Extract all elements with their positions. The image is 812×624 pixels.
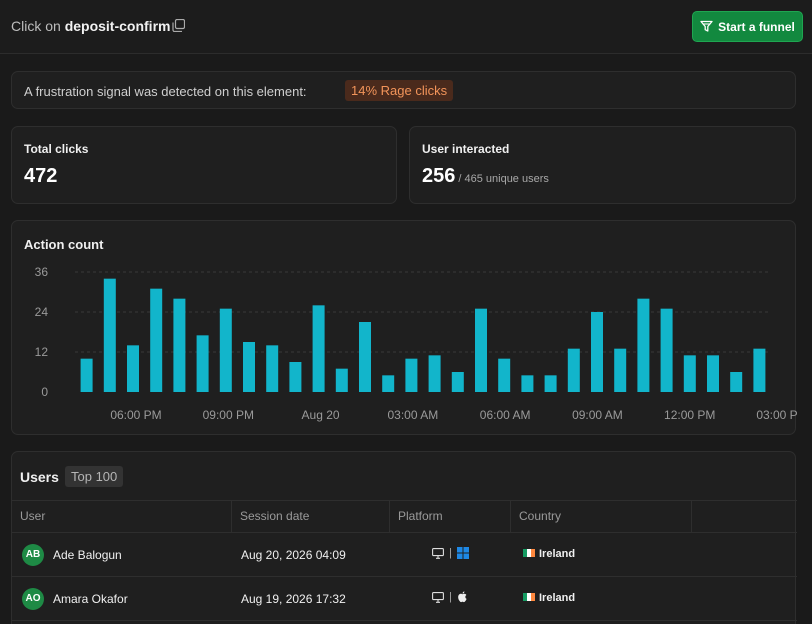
bar xyxy=(243,342,255,392)
session-date: Aug 20, 2026 04:09 xyxy=(241,548,346,562)
users-interacted-stat: 256/ 465 unique users xyxy=(422,165,549,188)
action-count-card: Action count 36 24 12 0 06:00 PM 09:00 PM Aug … xyxy=(11,220,797,435)
desktop-icon xyxy=(432,591,444,603)
page-title: Click on deposit-confirm xyxy=(11,18,170,34)
table-header: User Session date Platform Country xyxy=(12,500,797,533)
col-session-date[interactable]: Session date xyxy=(232,501,390,532)
bar xyxy=(451,372,464,392)
start-funnel-button[interactable]: Start a funnel xyxy=(692,11,803,42)
x-tick-label: 03:00 AM xyxy=(388,408,439,422)
x-tick-label: 12:00 PM xyxy=(664,408,715,422)
bar xyxy=(219,308,232,392)
bar xyxy=(80,358,93,392)
bar xyxy=(196,335,209,392)
ireland-flag-icon xyxy=(523,593,535,601)
bar xyxy=(359,322,371,392)
x-tick-label: 06:00 AM xyxy=(480,408,531,422)
country-name: Ireland xyxy=(539,548,576,560)
total-clicks-value: 472 xyxy=(24,165,58,187)
start-funnel-label: Start a funnel xyxy=(718,19,795,34)
session-date: Aug 19, 2026 17:32 xyxy=(241,592,346,606)
x-tick-label: 03:00 PM xyxy=(756,408,797,422)
users-interacted-label: User interacted xyxy=(422,142,510,156)
y-tick-label: 36 xyxy=(35,265,49,279)
bar xyxy=(173,298,186,392)
bar xyxy=(335,368,348,392)
bar xyxy=(660,308,673,392)
user-name: Amara Okafor xyxy=(53,592,128,606)
copy-icon[interactable] xyxy=(172,19,185,32)
bar xyxy=(498,358,511,392)
bar xyxy=(428,355,441,392)
x-tick-label: 06:00 PM xyxy=(110,408,161,422)
ireland-flag-icon xyxy=(523,549,535,557)
element-name: deposit-confirm xyxy=(64,18,171,34)
avatar: AB xyxy=(22,544,44,566)
bar xyxy=(289,362,302,392)
x-tick-label: Aug 20 xyxy=(302,408,340,422)
bar xyxy=(614,348,627,392)
platform-separator: | xyxy=(449,591,452,603)
y-tick-label: 24 xyxy=(35,305,49,319)
windows-icon xyxy=(456,547,469,559)
desktop-icon xyxy=(432,547,444,559)
bar xyxy=(567,348,580,392)
bar xyxy=(637,298,650,392)
col-user[interactable]: User xyxy=(12,501,232,532)
frustration-banner: A frustration signal was detected on thi… xyxy=(11,71,796,109)
bar xyxy=(405,358,418,392)
top-100-badge: Top 100 xyxy=(65,466,124,487)
platform-separator: | xyxy=(449,547,452,559)
users-interacted-card: User interacted 256/ 465 unique users xyxy=(409,126,796,204)
y-tick-label: 0 xyxy=(41,385,48,399)
funnel-icon xyxy=(700,20,713,32)
country: Ireland xyxy=(523,592,575,604)
top-bar: Click on deposit-confirm Start a funnel xyxy=(0,0,812,54)
unique-users-sub: / 465 unique users xyxy=(458,173,549,185)
total-clicks-label: Total clicks xyxy=(24,142,89,156)
bar xyxy=(150,288,163,392)
country-name: Ireland xyxy=(539,592,576,604)
bar xyxy=(475,308,487,392)
col-country[interactable]: Country xyxy=(511,501,692,532)
bar xyxy=(730,372,743,392)
user-name: Ade Balogun xyxy=(53,548,122,562)
bar xyxy=(127,345,139,392)
platform: | xyxy=(432,547,469,559)
users-title: Users xyxy=(20,469,59,485)
bar xyxy=(683,355,696,392)
apple-icon xyxy=(458,591,467,603)
bar xyxy=(544,375,557,392)
x-tick-label: 09:00 AM xyxy=(572,408,623,422)
bar xyxy=(521,375,534,392)
frustration-text: A frustration signal was detected on thi… xyxy=(24,84,307,99)
rage-clicks-badge: 14% Rage clicks xyxy=(345,80,454,101)
bar xyxy=(266,345,279,392)
avatar: AO xyxy=(22,588,44,610)
country: Ireland xyxy=(523,548,575,560)
chart-title: Action count xyxy=(24,237,104,252)
title-prefix: Click on xyxy=(11,18,61,34)
bar xyxy=(103,278,116,392)
table-row[interactable]: AO Amara Okafor Aug 19, 2026 17:32 | Ire… xyxy=(12,577,797,621)
table-row[interactable]: AB Ade Balogun Aug 20, 2026 04:09 | Irel… xyxy=(12,533,797,577)
total-clicks-card: Total clicks 472 xyxy=(11,126,397,204)
bar xyxy=(382,375,395,392)
platform: | xyxy=(432,591,468,603)
bar xyxy=(753,348,766,392)
bar xyxy=(591,312,603,392)
users-interacted-value: 256 xyxy=(422,165,456,187)
users-card: Users Top 100 User Session date Platform… xyxy=(11,451,797,624)
bar xyxy=(707,355,719,392)
col-platform[interactable]: Platform xyxy=(390,501,511,532)
action-count-chart: 36 24 12 0 06:00 PM 09:00 PM Aug 20 03:00 AM 06:… xyxy=(35,265,797,422)
x-tick-label: 09:00 PM xyxy=(203,408,254,422)
y-tick-label: 12 xyxy=(35,345,49,359)
bar xyxy=(312,305,325,392)
